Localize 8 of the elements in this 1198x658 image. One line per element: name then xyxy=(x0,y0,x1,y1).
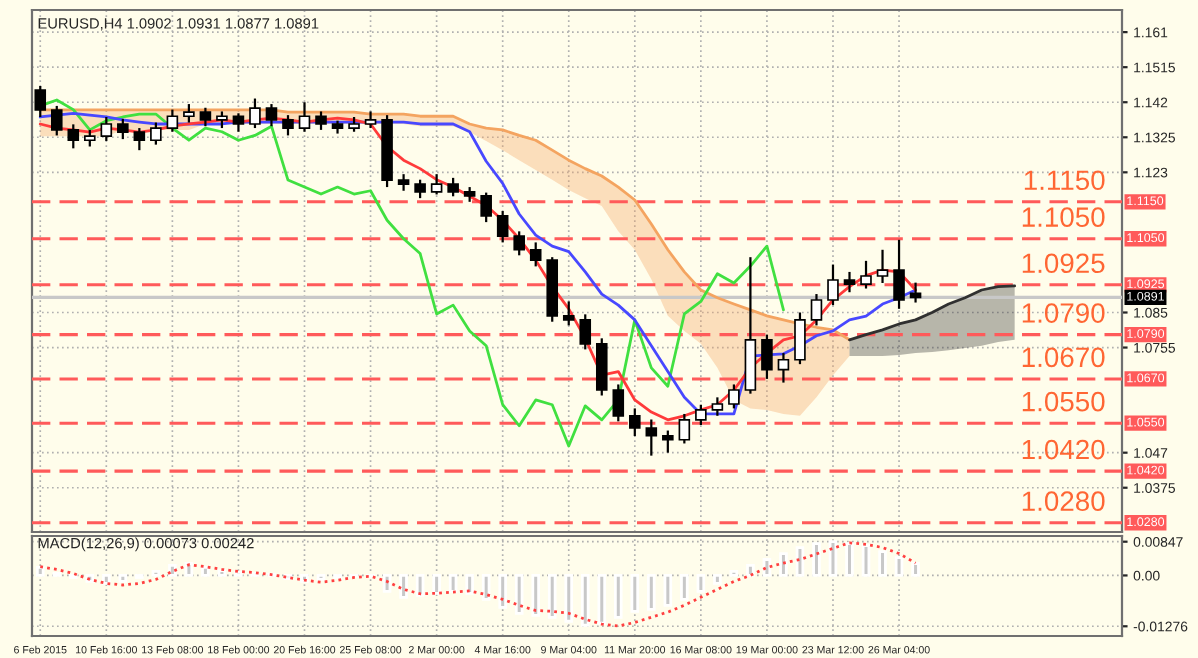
text: 1.1150 xyxy=(1024,170,1105,191)
text: 1.1050 xyxy=(1022,207,1105,227)
text: 1.0925 xyxy=(1022,253,1105,274)
text: 1.0670 xyxy=(1022,347,1105,368)
text: 1.0420 xyxy=(1022,439,1105,460)
text: 1.0790 xyxy=(1022,303,1105,323)
text: 1.0280 xyxy=(1022,491,1105,512)
text: 1.0550 xyxy=(1022,391,1105,412)
